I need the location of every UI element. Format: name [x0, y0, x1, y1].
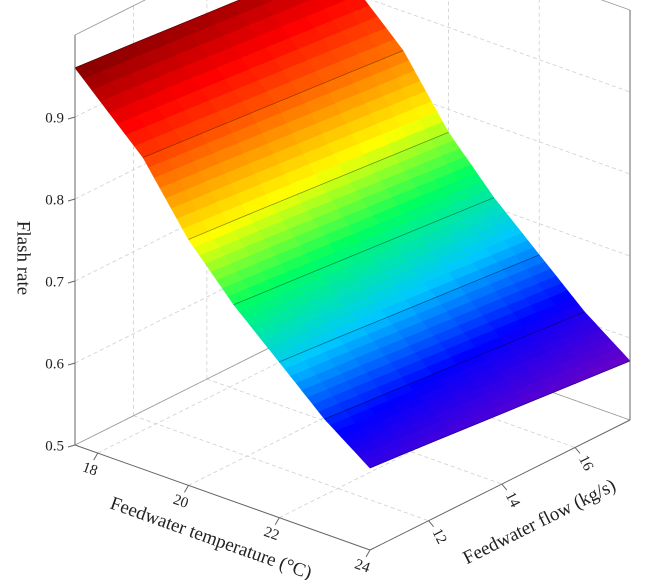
y-tick-label: 14 — [502, 490, 523, 511]
y-tick-label: 12 — [429, 526, 450, 547]
mesh-line — [233, 197, 494, 306]
x-tick — [93, 452, 99, 461]
surface-patch — [363, 453, 391, 469]
grid-line — [370, 0, 631, 93]
x-tick-label: 22 — [262, 524, 281, 544]
y-tick — [428, 520, 434, 528]
mesh-line — [279, 254, 540, 363]
x-tick — [184, 485, 189, 493]
x-axis — [74, 444, 371, 551]
x-tick-label: 18 — [80, 459, 99, 479]
mesh-line — [74, 0, 241, 69]
y-tick — [501, 483, 508, 491]
z-tick-label: 0.8 — [45, 192, 64, 208]
mesh-line — [324, 311, 585, 420]
mesh-line — [188, 131, 449, 240]
y-tick-label: 16 — [575, 453, 596, 474]
grid-line — [133, 415, 429, 522]
y-tick — [574, 447, 581, 454]
z-tick — [67, 362, 76, 366]
box-edge — [600, 0, 631, 11]
y-axis — [369, 419, 631, 551]
z-tick — [67, 280, 76, 284]
x-tick-label: 24 — [352, 556, 372, 576]
z-axis-title: Flash rate — [13, 221, 34, 295]
mesh-line — [369, 360, 631, 469]
mesh-line — [142, 50, 404, 158]
surface — [74, 0, 631, 469]
z-tick — [67, 198, 76, 202]
z-tick-label: 0.7 — [45, 274, 64, 290]
z-tick-label: 0.6 — [45, 356, 64, 372]
z-tick — [67, 116, 76, 120]
x-axis-title: Feedwater temperature (°C) — [107, 493, 314, 580]
x-tick-label: 20 — [171, 492, 190, 512]
box-edge — [74, 0, 146, 36]
y-axis-title: Feedwater flow (kg/s) — [460, 475, 619, 569]
z-tick — [67, 444, 76, 448]
z-tick-label: 0.9 — [45, 110, 64, 126]
x-tick — [274, 517, 280, 525]
z-tick-label: 0.5 — [45, 438, 64, 454]
x-tick — [365, 549, 371, 558]
